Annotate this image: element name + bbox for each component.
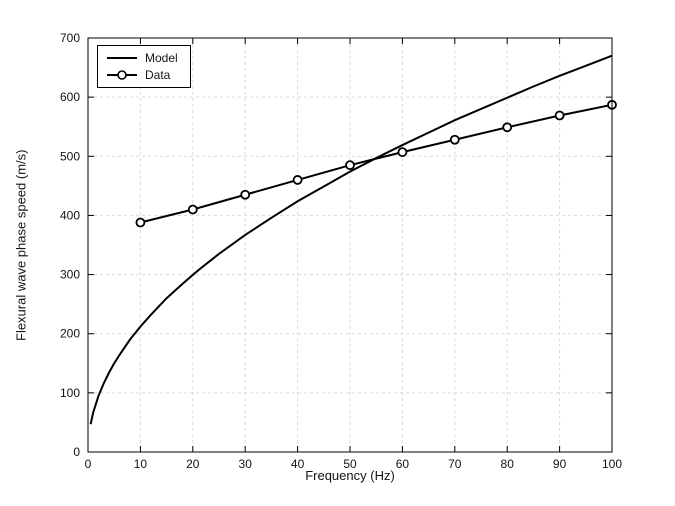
data-marker bbox=[397, 147, 408, 158]
model-line-swatch bbox=[107, 57, 137, 59]
x-tick-label: 100 bbox=[602, 457, 622, 471]
legend-label-model: Model bbox=[145, 51, 178, 65]
y-tick-label: 600 bbox=[60, 90, 80, 104]
legend-label-data: Data bbox=[145, 68, 171, 82]
data-marker bbox=[345, 160, 355, 171]
data-marker bbox=[240, 189, 251, 200]
x-tick-label: 30 bbox=[239, 457, 253, 471]
legend-item-data: Data bbox=[106, 68, 178, 82]
data-marker bbox=[449, 134, 460, 145]
x-tick-label: 90 bbox=[553, 457, 567, 471]
tick-labels: 0 10 20 30 40 50 60 70 80 90 100 0 100 200 300 400 500 60… bbox=[60, 31, 622, 471]
x-tick-label: 70 bbox=[448, 457, 462, 471]
data-marker bbox=[135, 217, 146, 228]
series-line-data bbox=[140, 103, 613, 224]
y-axis-label: Flexural wave phase speed (m/s) bbox=[13, 149, 29, 341]
x-tick-label: 60 bbox=[396, 457, 410, 471]
y-tick-label: 200 bbox=[60, 327, 80, 341]
y-tick-label: 100 bbox=[60, 386, 80, 400]
data-marker bbox=[502, 122, 513, 133]
legend: Model Data bbox=[97, 45, 191, 88]
legend-item-model: Model bbox=[106, 51, 178, 65]
y-tick-label: 400 bbox=[60, 208, 80, 222]
x-tick-label: 0 bbox=[85, 457, 92, 471]
series-layer bbox=[89, 54, 617, 425]
x-tick-label: 20 bbox=[186, 457, 200, 471]
grid-lines bbox=[87, 37, 613, 453]
x-axis-label: Frequency (Hz) bbox=[305, 468, 395, 483]
data-line-swatch bbox=[107, 70, 137, 80]
data-marker bbox=[554, 110, 565, 121]
y-tick-label: 300 bbox=[60, 268, 80, 282]
y-tick-label: 500 bbox=[60, 149, 80, 163]
x-tick-label: 80 bbox=[501, 457, 515, 471]
x-tick-label: 50 bbox=[343, 457, 357, 471]
x-tick-label: 10 bbox=[134, 457, 148, 471]
x-tick-label: 40 bbox=[291, 457, 305, 471]
y-tick-label: 0 bbox=[73, 445, 80, 459]
y-tick-label: 700 bbox=[60, 31, 80, 45]
axes bbox=[87, 37, 613, 453]
data-marker bbox=[292, 175, 303, 185]
series-line-model bbox=[89, 54, 613, 425]
data-marker bbox=[187, 204, 198, 215]
